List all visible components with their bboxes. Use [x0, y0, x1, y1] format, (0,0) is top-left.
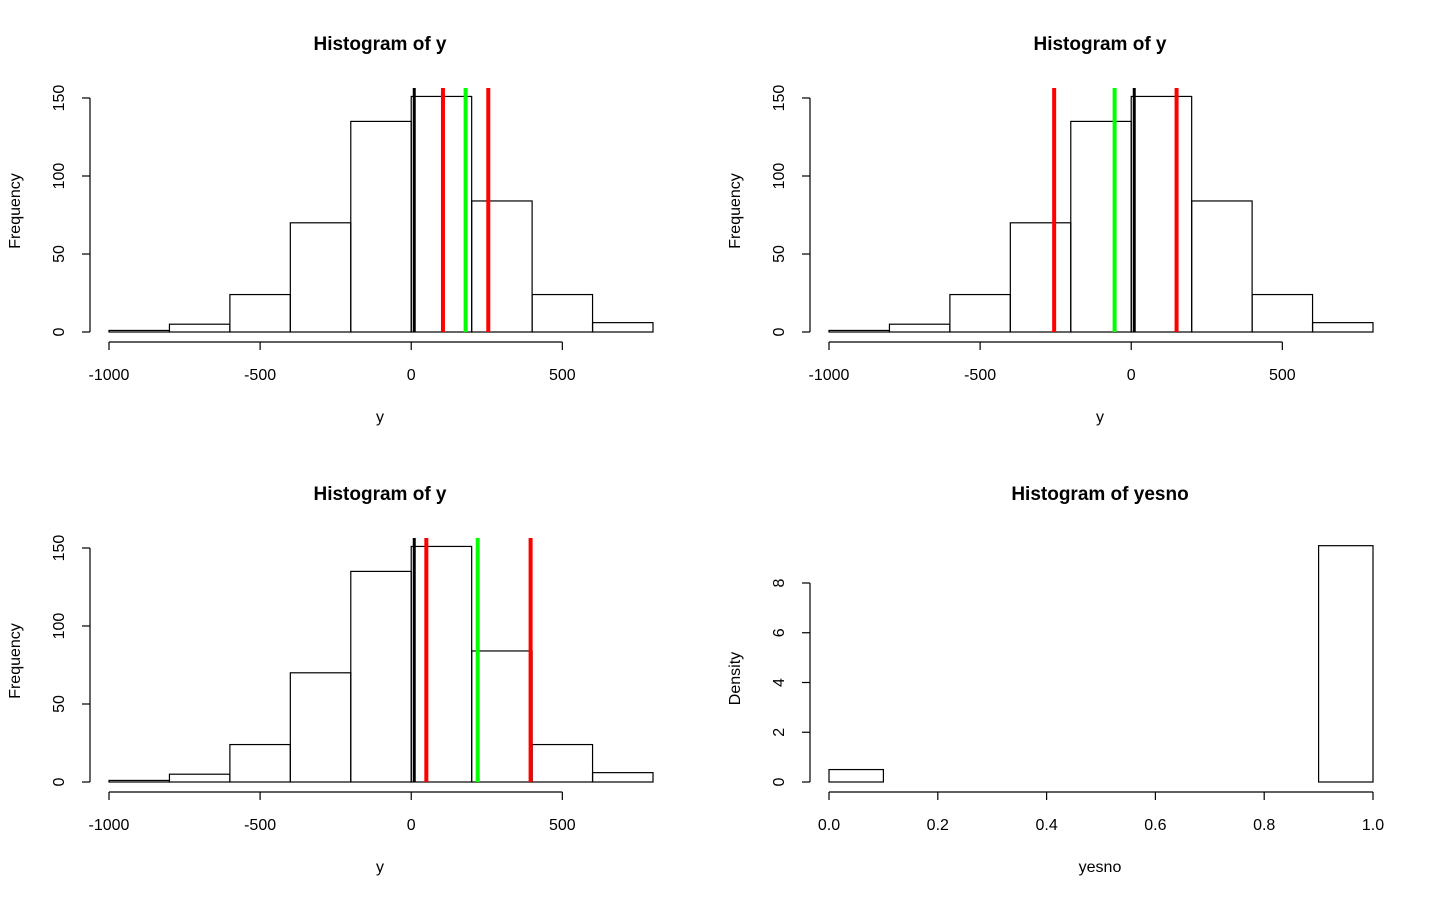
x-tick-label: 0.2: [927, 817, 949, 834]
y-tick-label: 0: [771, 777, 788, 786]
histogram-bar: [289, 672, 352, 783]
x-tick-label: 500: [549, 367, 576, 384]
x-tick-label: -500: [244, 367, 276, 384]
chart-title: Histogram of y: [1033, 34, 1166, 55]
y-tick-label: 4: [771, 678, 788, 687]
histogram-bar: [1251, 293, 1314, 333]
y-tick-label: 50: [51, 695, 68, 713]
x-tick-label: -1000: [89, 367, 130, 384]
y-tick-label: 150: [51, 85, 68, 112]
x-tick-label: 0.0: [818, 817, 840, 834]
x-axis-label: y: [376, 859, 384, 876]
histogram-bar: [350, 570, 412, 783]
histogram-bar: [410, 545, 473, 783]
histogram-bar: [531, 293, 594, 333]
histogram-bar: [1191, 200, 1253, 333]
y-tick-label: 50: [51, 245, 68, 263]
histogram-bar: [828, 329, 891, 333]
histogram-panel: Histogram of y -1000 -500 0 500 0 50 100 150 y Fre…: [727, 34, 1374, 426]
y-tick-label: 150: [51, 535, 68, 562]
x-tick-label: 0.6: [1144, 817, 1166, 834]
histogram-bar: [108, 329, 171, 333]
y-tick-label: 8: [771, 578, 788, 587]
y-tick-label: 100: [51, 613, 68, 640]
x-tick-label: 0: [407, 817, 416, 834]
x-tick-label: 0.8: [1253, 817, 1275, 834]
x-tick-label: 1.0: [1362, 817, 1384, 834]
x-tick-label: -500: [244, 817, 276, 834]
histogram-bar: [229, 743, 291, 783]
x-tick-label: 500: [549, 817, 576, 834]
histogram-bar: [1070, 120, 1132, 333]
histogram-bar: [531, 743, 594, 783]
y-tick-label: 0: [771, 327, 788, 336]
histogram-bar: [1317, 545, 1374, 783]
y-tick-label: 150: [771, 85, 788, 112]
histogram-bar: [168, 323, 231, 333]
x-axis-label: yesno: [1079, 859, 1122, 876]
y-tick-label: 100: [771, 163, 788, 190]
histogram-panel: Histogram of y -1000 -500 0 500 0 50 100 150 y Fre…: [7, 34, 654, 426]
y-axis-label: Frequency: [7, 173, 24, 249]
histogram-panel: Histogram of yesno 0.0 0.2 0.4 0.6 0.8 1.0 0 2 4 6…: [727, 484, 1384, 876]
chart-title: Histogram of y: [313, 484, 446, 505]
histogram-bar: [471, 650, 533, 783]
y-tick-label: 0: [51, 777, 68, 786]
histogram-panel: Histogram of y -1000 -500 0 500 0 50 100 150 y Fre…: [7, 484, 654, 876]
histogram-bar: [471, 200, 533, 333]
histogram-bar: [289, 222, 352, 333]
histogram-bar: [168, 773, 231, 783]
y-tick-label: 6: [771, 628, 788, 637]
x-tick-label: -1000: [89, 817, 130, 834]
y-tick-label: 50: [771, 245, 788, 263]
x-tick-label: 500: [1269, 367, 1296, 384]
histogram-bar: [229, 293, 291, 333]
chart-title: Histogram of y: [313, 34, 446, 55]
histogram-bar: [591, 322, 654, 333]
histogram-bar: [350, 120, 412, 333]
y-axis-label: Frequency: [727, 173, 744, 249]
histogram-bar: [949, 293, 1011, 333]
histogram-bar: [1311, 322, 1374, 333]
histogram-bar: [828, 768, 885, 783]
x-tick-label: -500: [964, 367, 996, 384]
x-axis-label: y: [1096, 409, 1104, 426]
histogram-bar: [888, 323, 951, 333]
x-axis-label: y: [376, 409, 384, 426]
x-tick-label: 0: [407, 367, 416, 384]
y-axis-label: Frequency: [7, 623, 24, 699]
histogram-bar: [1009, 222, 1072, 333]
x-tick-label: -1000: [809, 367, 850, 384]
x-tick-label: 0: [1127, 367, 1136, 384]
y-tick-label: 0: [51, 327, 68, 336]
y-tick-label: 100: [51, 163, 68, 190]
y-axis-label: Density: [727, 652, 744, 705]
chart-title: Histogram of yesno: [1011, 484, 1188, 505]
y-tick-label: 2: [771, 728, 788, 737]
histogram-bar: [1130, 95, 1193, 333]
x-tick-label: 0.4: [1035, 817, 1057, 834]
histogram-bar: [591, 772, 654, 783]
histogram-bar: [108, 779, 171, 783]
